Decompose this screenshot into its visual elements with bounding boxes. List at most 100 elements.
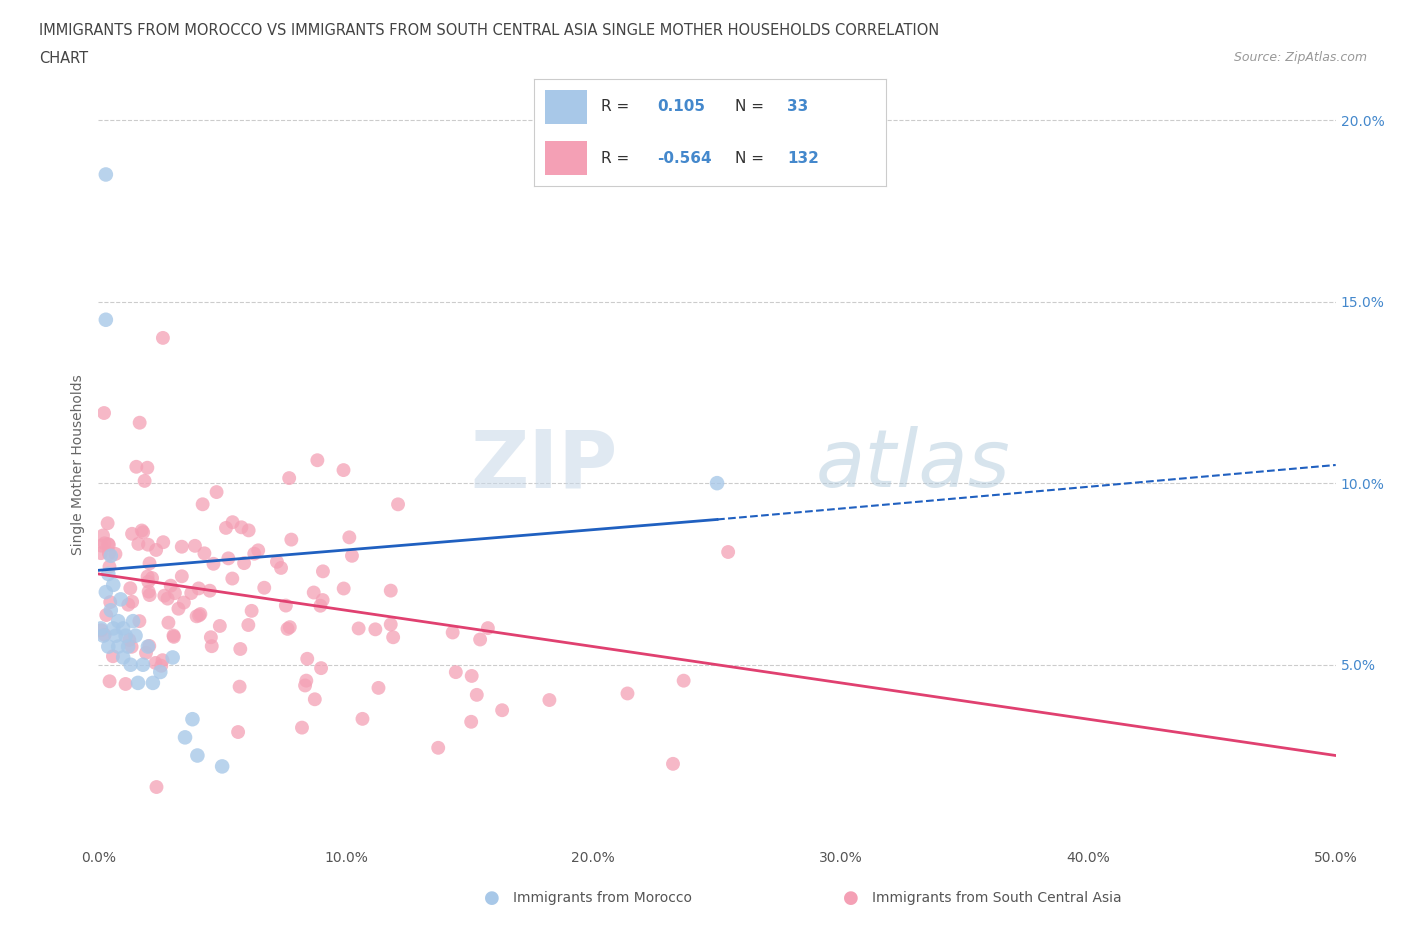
Point: [107, 614, 129, 629]
Point: [162, 650, 184, 665]
Text: 33: 33: [787, 100, 808, 114]
Point: [460, 714, 482, 729]
Bar: [544, 89, 586, 124]
Point: [135, 645, 157, 660]
Point: [156, 591, 179, 606]
Point: [132, 658, 155, 672]
Point: [112, 621, 135, 636]
Point: [90, 623, 112, 638]
Point: [616, 686, 638, 701]
Point: [253, 580, 276, 595]
Point: [309, 598, 332, 613]
Point: [205, 485, 228, 499]
Point: [120, 658, 142, 672]
Point: [215, 521, 238, 536]
Point: [278, 619, 301, 634]
Point: [94, 167, 117, 182]
Point: [538, 693, 561, 708]
Point: [297, 651, 319, 666]
Point: [294, 678, 316, 693]
Point: [138, 584, 160, 599]
Point: [145, 779, 167, 794]
Point: [94, 312, 117, 327]
Point: [167, 602, 190, 617]
Text: ●: ●: [842, 889, 859, 908]
Point: [107, 639, 129, 654]
Point: [190, 606, 212, 621]
Point: [307, 453, 329, 468]
Point: [352, 711, 374, 726]
Text: IMMIGRANTS FROM MOROCCO VS IMMIGRANTS FROM SOUTH CENTRAL ASIA SINGLE MOTHER HOUS: IMMIGRANTS FROM MOROCCO VS IMMIGRANTS FR…: [39, 23, 939, 38]
Point: [340, 549, 363, 564]
Point: [332, 462, 354, 477]
Text: ●: ●: [484, 889, 501, 908]
Point: [136, 538, 159, 552]
Point: [337, 530, 360, 545]
Point: [278, 471, 301, 485]
Text: ZIP: ZIP: [471, 426, 619, 504]
Bar: [544, 141, 586, 175]
Text: N =: N =: [734, 100, 769, 114]
Point: [441, 625, 464, 640]
Point: [117, 639, 139, 654]
Point: [97, 639, 120, 654]
Text: R =: R =: [602, 151, 634, 166]
Point: [98, 559, 121, 574]
Point: [174, 730, 197, 745]
Point: [159, 578, 181, 593]
Point: [309, 660, 332, 675]
Point: [380, 617, 402, 631]
Point: [162, 628, 184, 643]
Point: [240, 604, 263, 618]
Point: [98, 674, 121, 689]
Point: [193, 546, 215, 561]
Point: [138, 588, 160, 603]
Point: [134, 473, 156, 488]
Point: [117, 597, 139, 612]
Point: [150, 658, 173, 673]
Point: [491, 703, 513, 718]
Point: [186, 748, 208, 763]
Point: [127, 537, 149, 551]
Point: [138, 556, 160, 571]
Point: [229, 642, 252, 657]
Point: [444, 665, 467, 680]
Point: [181, 711, 204, 726]
Point: [103, 621, 125, 636]
Point: [311, 592, 333, 607]
Point: [228, 679, 250, 694]
Point: [127, 675, 149, 690]
Point: [104, 629, 127, 644]
Point: [221, 571, 243, 586]
Point: [717, 545, 740, 560]
Text: N =: N =: [734, 151, 769, 166]
Point: [233, 556, 256, 571]
Text: Immigrants from South Central Asia: Immigrants from South Central Asia: [872, 891, 1122, 906]
Point: [187, 581, 209, 596]
Point: [132, 525, 155, 539]
Point: [367, 681, 389, 696]
Point: [142, 675, 165, 690]
Point: [121, 594, 143, 609]
Point: [152, 653, 174, 668]
Point: [163, 586, 186, 601]
Point: [93, 629, 115, 644]
Point: [124, 629, 146, 644]
Text: -0.564: -0.564: [657, 151, 711, 166]
Point: [477, 620, 499, 635]
Point: [200, 630, 222, 644]
Point: [304, 692, 326, 707]
Point: [226, 724, 249, 739]
Point: [238, 618, 260, 632]
Text: R =: R =: [602, 100, 634, 114]
Point: [118, 632, 141, 647]
Point: [184, 538, 207, 553]
Point: [662, 756, 685, 771]
Point: [149, 665, 172, 680]
Point: [191, 497, 214, 512]
Point: [90, 538, 112, 553]
Point: [180, 586, 202, 601]
Point: [173, 595, 195, 610]
Point: [266, 554, 288, 569]
Text: Immigrants from Morocco: Immigrants from Morocco: [513, 891, 692, 906]
